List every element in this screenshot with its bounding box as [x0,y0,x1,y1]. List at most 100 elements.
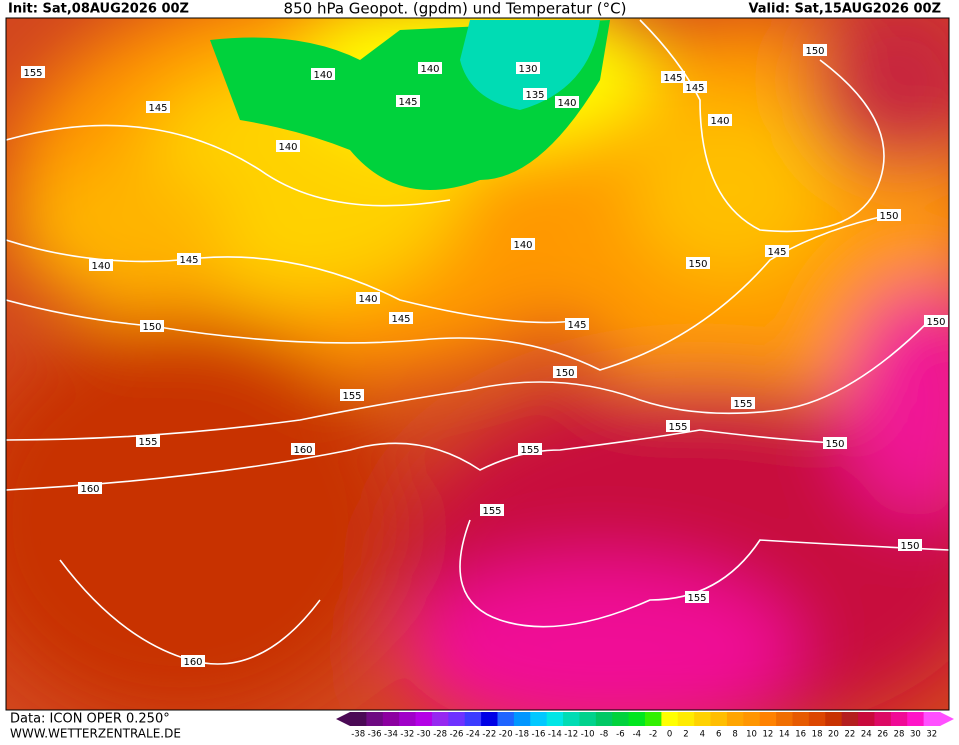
map-title: 850 hPa Geopot. (gpdm) und Temperatur (°… [284,0,627,18]
contour-label-box [389,312,413,324]
colorbar-swatch [431,712,449,726]
colorbar-swatch [874,712,892,726]
colorbar-swatch [546,712,564,726]
contour-label-box [311,68,335,80]
contour-label: 140 [91,261,110,272]
colorbar-tick-label: 32 [926,730,937,740]
colorbar-swatch [759,712,777,726]
contour-label: 150 [825,439,844,450]
colorbar-tick-label: -10 [581,730,595,740]
contour-label: 155 [138,437,157,448]
contour-label-box [78,482,102,494]
colorbar-swatch [513,712,531,726]
contour-label: 150 [805,46,824,57]
colorbar-tick-label: 24 [861,730,872,740]
colorbar-tick-label: -36 [368,730,382,740]
contour-label-box [516,62,540,74]
colorbar-swatch [497,712,515,726]
contour-label-box [146,101,170,113]
colorbar-tick-label: -30 [417,730,431,740]
colorbar-swatch [776,712,793,726]
contour-label-box [685,591,709,603]
contour-label-box [276,140,300,152]
contour-label-box [136,435,160,447]
contour-labels: 1551451401401451301351401451451501401401… [21,44,948,668]
contour-label-box [21,66,45,78]
colorbar-tick-label: 30 [910,730,921,740]
contour-label-box [418,62,442,74]
contour-label: 145 [148,103,167,114]
colorbar-tick-label: -34 [384,730,398,740]
colorbar-swatch [923,712,941,726]
contour-label-box [708,114,732,126]
contour-label-box [565,318,589,330]
colorbar-swatch [808,712,826,726]
contour-label: 140 [313,70,332,81]
colorbar-swatch [841,712,859,726]
colorbar-tick-label: 4 [700,730,705,740]
colorbar-swatch [595,712,613,726]
colorbar-swatch [661,712,679,726]
colorbar-tick-label: -2 [649,730,657,740]
colorbar-swatch [579,712,597,726]
colorbar-swatch [858,712,875,726]
contour-label: 150 [926,317,945,328]
colorbar-swatch [890,712,908,726]
contour-label-box [924,315,948,327]
contour-label-box [140,320,164,332]
contour-label-box [803,44,827,56]
contour-label: 150 [688,259,707,270]
colorbar-arrow-left [336,712,350,726]
contour-label: 160 [293,445,312,456]
colorbar-swatch [726,712,744,726]
contour-label: 150 [900,541,919,552]
data-source: Data: ICON OPER 0.250° [10,712,170,727]
colorbar: -38 -36 -34 -32 -30 -28 -26 -24 -22 -20 -18 -16 -14-… [336,712,954,740]
contour-label: 155 [668,422,687,433]
colorbar-tick-label: -14 [548,730,562,740]
init-time: Init: Sat,08AUG2026 00Z [8,2,189,17]
colorbar-tick-label: 22 [844,730,855,740]
colorbar-tick-label: 18 [812,730,823,740]
colorbar-tick-label: 8 [732,730,737,740]
contour-label: 145 [179,255,198,266]
colorbar-swatch [350,712,367,726]
valid-time: Valid: Sat,15AUG2026 00Z [748,2,941,17]
contour-label-box [511,238,535,250]
colorbar-tick-label: 0 [667,730,672,740]
contour-label: 155 [23,68,42,79]
colorbar-swatch [825,712,843,726]
contour-label: 150 [142,322,161,333]
colorbar-tick-label: -8 [600,730,608,740]
colorbar-tick-label: 14 [779,730,790,740]
contour-label-box [898,539,922,551]
contour-label-box [518,443,542,455]
colorbar-tick-label: 2 [683,730,688,740]
colorbar-tick-label: -22 [482,730,496,740]
contour-label: 155 [687,593,706,604]
contour-label: 140 [710,116,729,127]
colorbar-tick-label: 12 [763,730,774,740]
colorbar-swatch [710,712,728,726]
contour-label-box [683,81,707,93]
colorbar-tick-label: 10 [746,730,757,740]
contour-label: 145 [685,83,704,94]
contour-label: 130 [518,64,537,75]
colorbar-tick-label: 20 [828,730,839,740]
colorbar-tick-label: -20 [499,730,513,740]
contour-label-box [765,245,789,257]
colorbar-swatch [448,712,466,726]
contour-label-box [291,443,315,455]
contour-label: 150 [555,368,574,379]
contour-label-box [661,71,685,83]
colorbar-swatch [628,712,646,726]
contour-label-box [555,96,579,108]
colorbar-tick-label: 28 [894,730,905,740]
colorbar-swatch [612,712,630,726]
colorbar-swatch [743,712,761,726]
site-name: WWW.WETTERZENTRALE.DE [10,727,181,741]
contour-label: 150 [879,211,898,222]
colorbar-arrow-right [940,712,954,726]
contour-label-box [89,259,113,271]
